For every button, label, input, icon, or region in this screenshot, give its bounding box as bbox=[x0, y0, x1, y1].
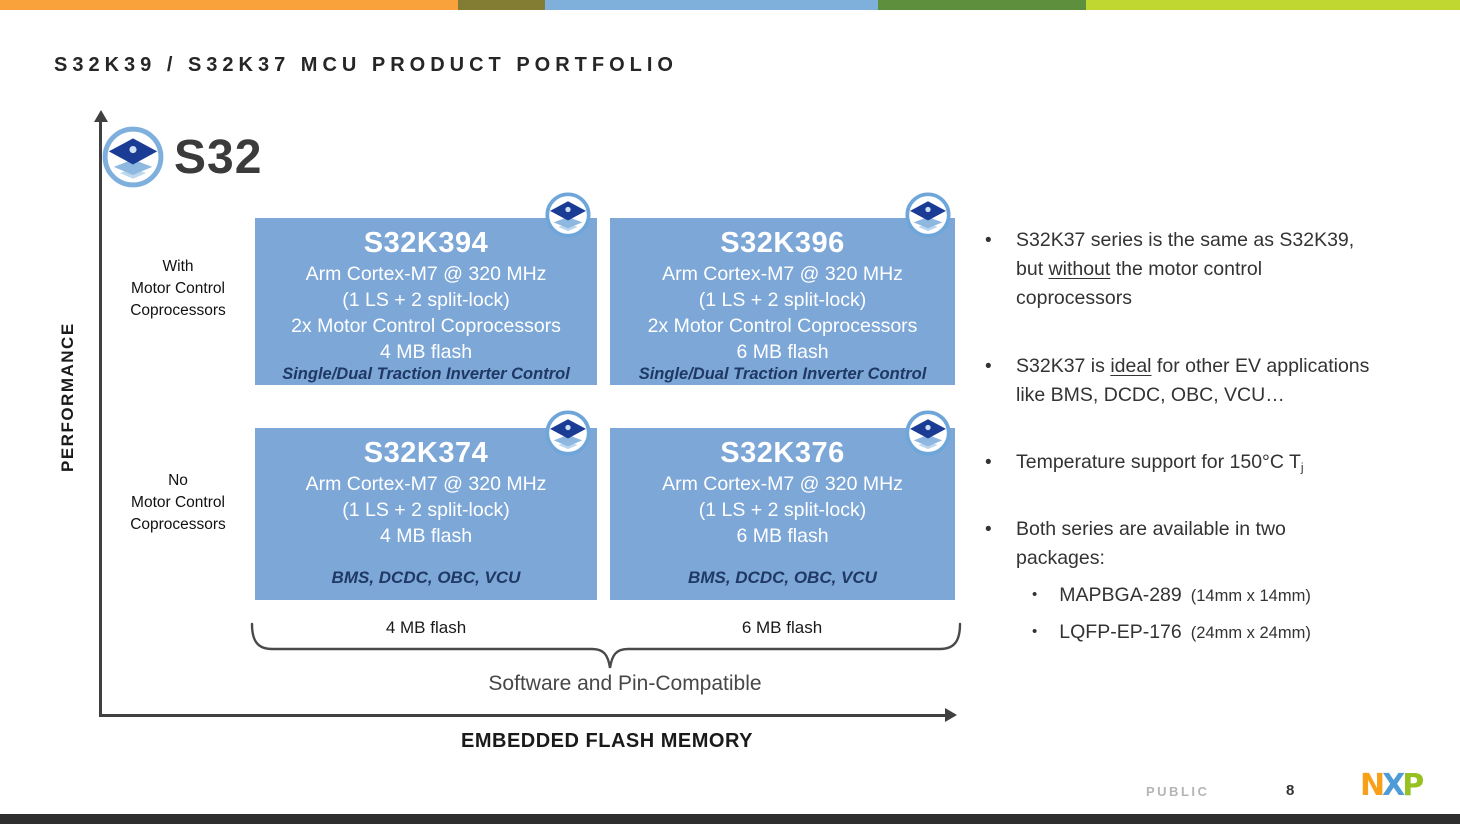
product-spec: Arm Cortex-M7 @ 320 MHz bbox=[662, 473, 903, 495]
s32-badge-icon bbox=[905, 192, 951, 238]
package-name: MAPBGA-289 bbox=[1059, 584, 1182, 606]
product-spec: 4 MB flash bbox=[379, 525, 473, 547]
top-bar-segment-lime bbox=[1086, 0, 1460, 10]
y-axis-arrow-icon bbox=[94, 110, 108, 122]
row-label-line: Coprocessors bbox=[130, 302, 226, 319]
bullet-line: S32K37 series is the same as S32K39, bbox=[1016, 229, 1355, 251]
product-box-s32k396: S32K396 Arm Cortex-M7 @ 320 MHz (1 LS + … bbox=[610, 192, 955, 385]
product-box-s32k394: S32K394 Arm Cortex-M7 @ 320 MHz (1 LS + … bbox=[255, 192, 597, 385]
product-spec: Arm Cortex-M7 @ 320 MHz bbox=[662, 263, 903, 285]
product-application: BMS, DCDC, OBC, VCU bbox=[331, 568, 521, 587]
product-spec: 2x Motor Control Coprocessors bbox=[291, 315, 561, 337]
bullet-s32k37-same: • S32K37 series is the same as S32K39, b… bbox=[985, 226, 1460, 313]
product-application: Single/Dual Traction Inverter Control bbox=[638, 365, 927, 383]
product-spec: (1 LS + 2 split-lock) bbox=[698, 289, 867, 311]
product-application: Single/Dual Traction Inverter Control bbox=[282, 365, 570, 383]
product-box-s32k376: S32K376 Arm Cortex-M7 @ 320 MHz (1 LS + … bbox=[610, 410, 955, 600]
bullet-packages: • Both series are available in two packa… bbox=[985, 515, 1460, 573]
s32-logo-icon bbox=[102, 126, 164, 188]
x-axis-label: EMBEDDED FLASH MEMORY bbox=[461, 730, 753, 752]
package-item-lqfp: • LQFP-EP-176 (24mm x 24mm) bbox=[1032, 621, 1452, 644]
row-label-line: Coprocessors bbox=[130, 516, 226, 533]
bullet-s32k37-ideal: • S32K37 is ideal for other EV applicati… bbox=[985, 352, 1460, 410]
bullet-icon: • bbox=[985, 452, 992, 473]
row-label-no-coprocessors: No Motor Control Coprocessors bbox=[105, 470, 251, 536]
product-spec: Arm Cortex-M7 @ 320 MHz bbox=[305, 473, 547, 495]
bullet-line: coprocessors bbox=[1016, 287, 1132, 309]
product-name: S32K374 bbox=[363, 437, 489, 469]
software-pin-compatible-label: Software and Pin-Compatible bbox=[488, 672, 762, 695]
row-label-line: Motor Control bbox=[131, 280, 225, 297]
package-name: LQFP-EP-176 bbox=[1059, 621, 1182, 643]
row-label-line: No bbox=[168, 472, 188, 489]
bottom-color-bar bbox=[0, 814, 1460, 824]
s32-badge-icon bbox=[545, 192, 591, 238]
x-axis-arrow-icon bbox=[945, 708, 957, 722]
product-spec: Arm Cortex-M7 @ 320 MHz bbox=[305, 263, 547, 285]
row-label-with-coprocessors: With Motor Control Coprocessors bbox=[105, 256, 251, 322]
product-spec: 2x Motor Control Coprocessors bbox=[647, 315, 918, 337]
product-spec: 6 MB flash bbox=[736, 341, 829, 363]
s32-badge-icon bbox=[545, 410, 591, 456]
flash-column-label-6mb: 6 MB flash bbox=[741, 618, 823, 637]
bullet-icon: • bbox=[985, 356, 992, 377]
product-spec: 4 MB flash bbox=[379, 341, 473, 363]
product-spec: (1 LS + 2 split-lock) bbox=[342, 289, 510, 311]
package-size: (14mm x 14mm) bbox=[1190, 587, 1311, 605]
product-name: S32K396 bbox=[720, 227, 845, 259]
top-bar-segment-olive bbox=[458, 0, 545, 10]
bullet-icon: • bbox=[985, 519, 992, 540]
y-axis-line bbox=[99, 120, 102, 716]
bullet-line: but without the motor control bbox=[1016, 258, 1263, 280]
product-application: BMS, DCDC, OBC, VCU bbox=[688, 568, 877, 587]
s32-logo: S32 bbox=[102, 126, 262, 188]
bullet-line: Temperature support for 150°C Tj bbox=[1016, 451, 1304, 475]
page-title: S32K39 / S32K37 MCU PRODUCT PORTFOLIO bbox=[54, 54, 678, 76]
bullet-temperature: • Temperature support for 150°C Tj bbox=[985, 448, 1460, 483]
product-spec: 6 MB flash bbox=[736, 525, 829, 547]
row-label-line: With bbox=[162, 258, 194, 275]
product-name: S32K394 bbox=[363, 227, 489, 259]
package-size: (24mm x 24mm) bbox=[1190, 624, 1311, 642]
bullet-line: Both series are available in two bbox=[1016, 518, 1286, 540]
top-bar-segment-orange bbox=[0, 0, 458, 10]
sub-bullet-icon: • bbox=[1032, 586, 1038, 603]
y-axis-label: PERFORMANCE bbox=[58, 322, 77, 473]
bullet-line: S32K37 is ideal for other EV application… bbox=[1016, 355, 1370, 377]
page-number: 8 bbox=[1286, 782, 1295, 799]
s32-badge-icon bbox=[905, 410, 951, 456]
top-bar-segment-green bbox=[878, 0, 1086, 10]
bullet-icon: • bbox=[985, 230, 992, 251]
classification-label: PUBLIC bbox=[1146, 784, 1210, 799]
s32-logo-text: S32 bbox=[174, 130, 263, 184]
product-name: S32K376 bbox=[720, 437, 845, 469]
bullet-line: like BMS, DCDC, OBC, VCU… bbox=[1016, 384, 1285, 406]
package-item-mapbga: • MAPBGA-289 (14mm x 14mm) bbox=[1032, 584, 1452, 607]
x-axis-line bbox=[99, 714, 947, 717]
flash-column-label-4mb: 4 MB flash bbox=[385, 618, 467, 637]
sub-bullet-icon: • bbox=[1032, 623, 1038, 640]
pin-compatible-brace bbox=[250, 622, 962, 669]
bullet-line: packages: bbox=[1016, 547, 1105, 569]
product-box-s32k374: S32K374 Arm Cortex-M7 @ 320 MHz (1 LS + … bbox=[255, 410, 597, 600]
top-bar-segment-blue bbox=[545, 0, 878, 10]
top-color-bar bbox=[0, 0, 1460, 10]
nxp-logo: NXP bbox=[1360, 768, 1424, 803]
row-label-line: Motor Control bbox=[131, 494, 225, 511]
product-spec: (1 LS + 2 split-lock) bbox=[342, 499, 510, 521]
product-spec: (1 LS + 2 split-lock) bbox=[698, 499, 867, 521]
